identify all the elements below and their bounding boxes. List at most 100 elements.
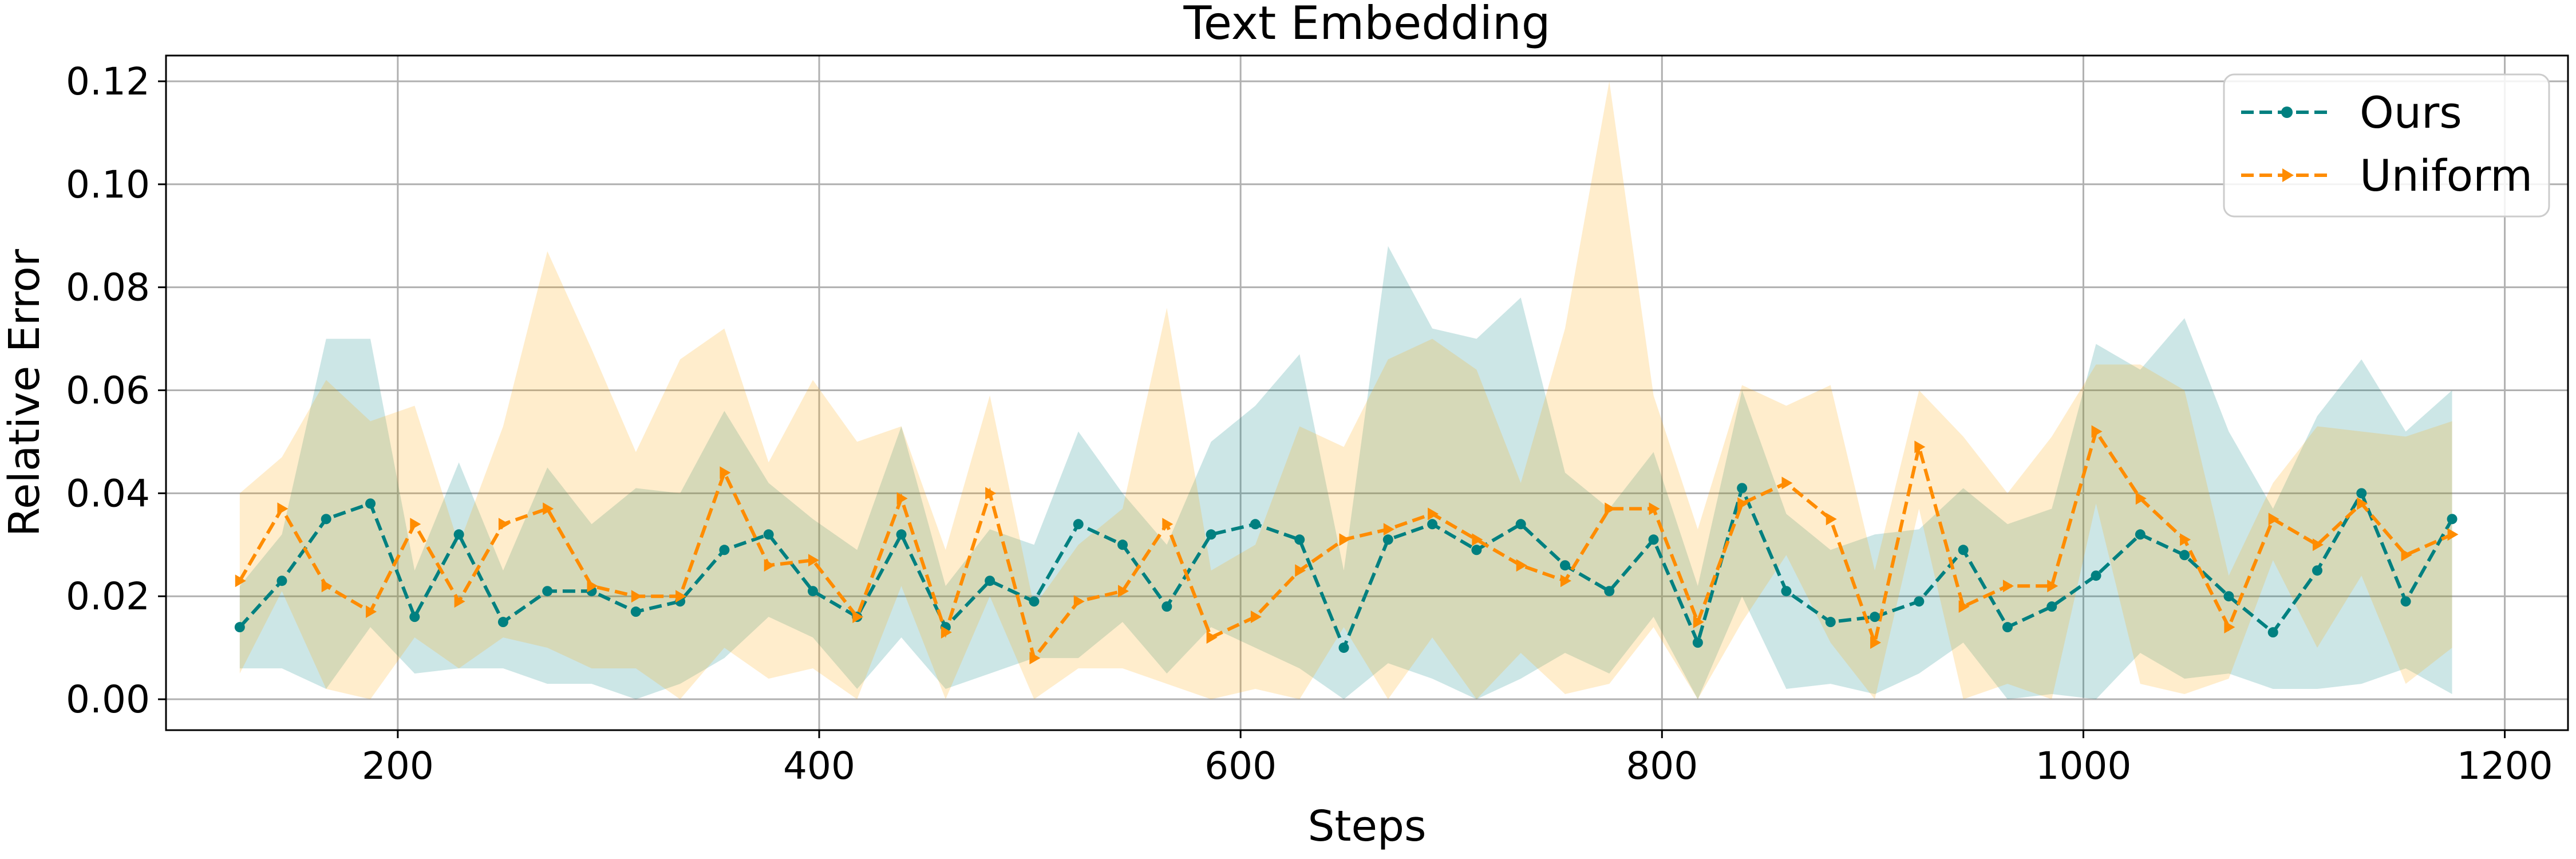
point-uniform: [1118, 585, 1129, 598]
point-ours: [1206, 529, 1216, 540]
point-ours: [763, 529, 774, 540]
point-uniform: [985, 487, 997, 500]
point-ours: [1382, 534, 1393, 545]
x-tick-label: 1200: [2457, 744, 2553, 788]
point-uniform: [852, 610, 864, 624]
legend-marker-ours: [2281, 107, 2293, 118]
x-tick-label: 200: [362, 744, 434, 788]
y-tick-label: 0.04: [66, 471, 150, 515]
point-uniform: [1870, 636, 1882, 649]
point-uniform: [1339, 533, 1350, 546]
point-uniform: [1560, 574, 1571, 588]
point-uniform: [2091, 425, 2103, 438]
point-uniform: [2180, 533, 2191, 546]
point-ours: [409, 612, 420, 622]
point-ours: [453, 529, 464, 540]
point-ours: [2400, 596, 2411, 607]
point-uniform: [410, 518, 421, 531]
point-ours: [234, 622, 245, 633]
legend-label-ours: Ours: [2360, 87, 2462, 138]
x-tick-label: 400: [783, 744, 855, 788]
point-ours: [1515, 519, 1526, 530]
point-ours: [2135, 529, 2146, 540]
point-uniform: [2047, 580, 2059, 593]
point-uniform: [1472, 533, 1483, 546]
point-uniform: [2268, 513, 2279, 526]
point-ours: [1870, 612, 1880, 622]
x-axis-label: Steps: [1307, 802, 1426, 851]
point-uniform: [2401, 549, 2412, 562]
point-uniform: [1693, 616, 1704, 629]
point-ours: [1692, 637, 1703, 648]
point-ours: [1161, 601, 1172, 612]
point-uniform: [2002, 580, 2014, 593]
point-ours: [1073, 519, 1084, 530]
point-uniform: [1958, 600, 1970, 613]
y-axis-label: Relative Error: [0, 249, 49, 537]
point-ours: [1250, 519, 1261, 530]
point-ours: [1737, 483, 1748, 494]
point-uniform: [764, 559, 775, 572]
point-uniform: [587, 580, 598, 593]
point-uniform: [808, 554, 819, 567]
series-markers: [234, 425, 2459, 665]
point-ours: [1471, 545, 1482, 555]
point-ours: [1294, 534, 1305, 545]
point-ours: [2267, 627, 2278, 638]
error-bands: [239, 81, 2452, 700]
point-uniform: [277, 502, 289, 515]
band-ours: [239, 246, 2452, 700]
point-uniform: [366, 605, 377, 618]
x-tick-label: 1000: [2035, 744, 2131, 788]
y-tick-label: 0.08: [66, 266, 150, 310]
x-tick-label: 600: [1204, 744, 1277, 788]
point-ours: [1338, 643, 1349, 653]
point-uniform: [1073, 595, 1085, 608]
point-uniform: [720, 466, 731, 479]
point-ours: [497, 617, 508, 628]
point-ours: [896, 529, 907, 540]
point-uniform: [454, 595, 465, 608]
point-uniform: [2447, 528, 2459, 541]
point-uniform: [1162, 518, 1174, 531]
point-ours: [2447, 514, 2458, 525]
point-uniform: [235, 574, 246, 588]
point-uniform: [498, 518, 509, 531]
plot-frame: [165, 54, 2569, 731]
point-ours: [2223, 591, 2234, 602]
point-uniform: [2312, 538, 2324, 551]
point-ours: [2356, 488, 2367, 499]
point-ours: [1559, 560, 1570, 571]
point-uniform: [543, 502, 554, 515]
point-uniform: [1516, 559, 1527, 572]
point-uniform: [631, 590, 642, 603]
point-uniform: [2357, 497, 2368, 510]
point-uniform: [1781, 476, 1793, 490]
band-uniform: [239, 81, 2452, 700]
point-uniform: [2224, 621, 2235, 634]
point-uniform: [1295, 564, 1306, 577]
point-ours: [985, 576, 995, 586]
point-uniform: [1428, 507, 1439, 521]
point-ours: [1825, 617, 1836, 628]
x-axis-ticks: 200 400 600 800 1000 1200: [362, 730, 2553, 788]
point-uniform: [675, 590, 687, 603]
point-ours: [542, 586, 553, 597]
point-ours: [2179, 550, 2190, 561]
point-ours: [719, 545, 730, 555]
y-tick-label: 0.00: [66, 677, 150, 722]
legend-label-uniform: Uniform: [2360, 150, 2532, 201]
point-uniform: [941, 626, 952, 639]
point-ours: [2046, 601, 2057, 612]
point-ours: [2091, 570, 2101, 581]
point-ours: [1958, 545, 1969, 555]
point-ours: [1427, 519, 1438, 530]
point-uniform: [1029, 652, 1041, 665]
point-ours: [1029, 596, 1040, 607]
y-axis-ticks: 0.00 0.02 0.04 0.06 0.08 0.10 0.12: [66, 60, 166, 722]
point-uniform: [1649, 502, 1660, 515]
point-ours: [276, 576, 287, 586]
point-uniform: [2135, 492, 2147, 505]
point-uniform: [321, 580, 333, 593]
